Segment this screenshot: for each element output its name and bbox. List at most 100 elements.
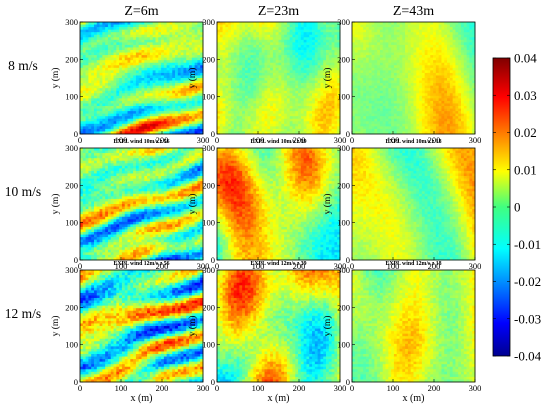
heatmap-cell	[267, 22, 271, 25]
heatmap-cell	[267, 44, 271, 48]
heatmap-cell	[391, 98, 395, 102]
heatmap-cell	[402, 65, 406, 69]
heatmap-cell	[200, 75, 204, 79]
heatmap-cell	[368, 116, 372, 120]
heatmap-cell	[147, 32, 151, 36]
heatmap-cell	[303, 72, 307, 76]
heatmap-cell	[233, 57, 237, 61]
heatmap-cell	[256, 29, 260, 33]
heatmap-cell	[368, 22, 372, 25]
heatmap-cell	[312, 57, 316, 61]
heatmap-cell	[382, 65, 386, 69]
heatmap-cell	[385, 95, 389, 99]
heatmap-cell	[261, 103, 265, 107]
heatmap-cell	[289, 111, 293, 114]
heatmap-cell	[225, 37, 229, 41]
heatmap-cell	[247, 75, 251, 79]
heatmap-cell	[306, 39, 310, 43]
heatmap-cell	[152, 29, 156, 33]
heatmap-cell	[138, 100, 142, 104]
heatmap-cell	[368, 111, 372, 114]
heatmap-cell	[393, 32, 398, 36]
heatmap-cell	[289, 93, 293, 97]
heatmap-cell	[147, 100, 151, 104]
heatmap-cell	[172, 90, 176, 94]
heatmap-cell	[419, 75, 423, 79]
heatmap-cell	[354, 78, 358, 81]
heatmap-cell	[371, 98, 375, 102]
heatmap-cell	[133, 52, 137, 56]
heatmap-cell	[303, 100, 307, 104]
heatmap-cell	[275, 83, 279, 86]
heatmap-cell	[300, 121, 305, 125]
heatmap-cell	[233, 42, 237, 46]
heatmap-cell	[323, 128, 327, 132]
heatmap-cell	[85, 65, 89, 69]
heatmap-cell	[124, 27, 128, 30]
heatmap-cell	[85, 47, 89, 51]
heatmap-cell	[405, 106, 409, 109]
heatmap-cell	[250, 72, 254, 76]
heatmap-cell	[289, 60, 293, 64]
heatmap-cell	[250, 34, 254, 38]
heatmap-cell	[407, 100, 412, 104]
heatmap-cell	[133, 47, 137, 51]
heatmap-cell	[281, 83, 285, 86]
heatmap-cell	[295, 111, 299, 114]
heatmap-cell	[175, 80, 179, 84]
heatmap-cell	[289, 42, 293, 46]
heatmap-cell	[113, 37, 117, 41]
heatmap-cell	[194, 29, 198, 33]
heatmap-cell	[382, 44, 386, 48]
heatmap-cell	[161, 34, 165, 38]
heatmap-cell	[96, 70, 100, 74]
heatmap-cell	[258, 95, 263, 99]
heatmap-cell	[102, 78, 106, 81]
heatmap-cell	[419, 55, 423, 58]
heatmap-cell	[80, 78, 84, 81]
heatmap-cell	[93, 27, 98, 30]
heatmap-cell	[286, 67, 291, 71]
heatmap-cell	[247, 128, 251, 132]
heatmap-cell	[96, 24, 100, 28]
heatmap-cell	[413, 55, 417, 58]
heatmap-cell	[177, 55, 181, 58]
heatmap-cell	[317, 27, 321, 30]
heatmap-cell	[399, 85, 403, 89]
heatmap-cell	[239, 78, 243, 81]
heatmap-cell	[286, 103, 291, 107]
heatmap-cell	[391, 42, 395, 46]
heatmap-cell	[172, 113, 176, 117]
heatmap-cell	[250, 103, 254, 107]
heatmap-cell	[161, 27, 165, 30]
heatmap-cell	[413, 65, 417, 69]
heatmap-cell	[363, 37, 367, 41]
heatmap-cell	[363, 39, 367, 43]
heatmap-cell	[166, 78, 170, 81]
heatmap-cell	[228, 108, 232, 112]
heatmap-cell	[242, 131, 246, 135]
heatmap-cell	[191, 108, 195, 112]
heatmap-cell	[130, 47, 134, 51]
heatmap-cell	[113, 85, 117, 89]
heatmap-cell	[253, 70, 257, 74]
heatmap-cell	[175, 50, 179, 53]
heatmap-cell	[374, 126, 378, 130]
heatmap-cell	[320, 80, 324, 84]
heatmap-cell	[289, 100, 293, 104]
heatmap-cell	[298, 37, 302, 41]
heatmap-cell	[270, 83, 274, 86]
heatmap-cell	[99, 95, 103, 99]
heatmap-cell	[320, 118, 324, 122]
heatmap-cell	[119, 32, 123, 36]
heatmap-cell	[225, 85, 229, 89]
heatmap-cell	[121, 103, 126, 107]
heatmap-cell	[407, 70, 412, 74]
heatmap-cell	[385, 50, 389, 53]
heatmap-cell	[309, 24, 313, 28]
heatmap-cell	[354, 34, 358, 38]
heatmap-cell	[197, 57, 201, 61]
heatmap-cell	[158, 111, 162, 114]
heatmap-cell	[292, 123, 296, 127]
heatmap-cell	[102, 75, 106, 79]
